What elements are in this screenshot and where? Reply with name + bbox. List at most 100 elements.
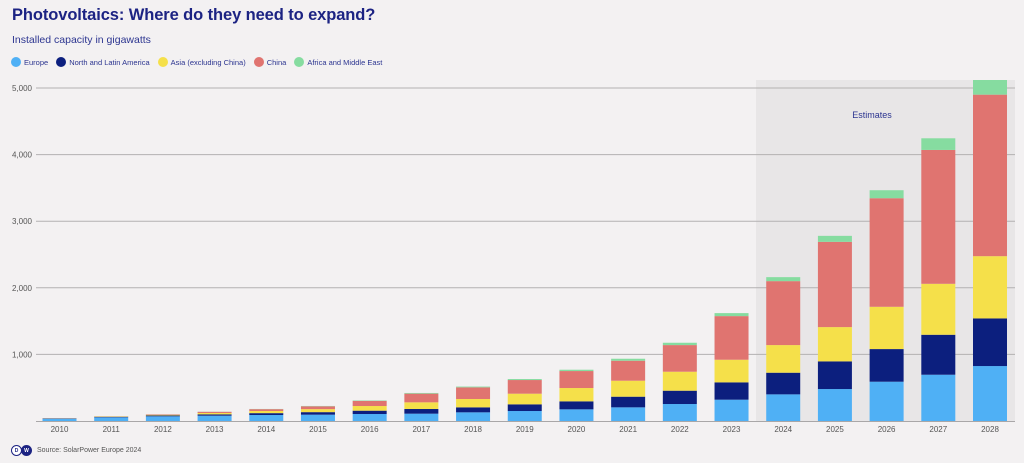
bar-segment-africa-and-middle-east-2026 xyxy=(869,190,904,199)
bar-segment-asia-excluding-china-2020 xyxy=(559,388,594,402)
bar-segment-europe-2026 xyxy=(869,381,904,421)
x-tick-label: 2010 xyxy=(51,425,69,434)
y-tick-label: 1,000 xyxy=(12,350,33,359)
x-tick-label: 2016 xyxy=(361,425,379,434)
bar-segment-asia-excluding-china-2021 xyxy=(611,380,646,397)
x-tick-label: 2023 xyxy=(723,425,741,434)
bar-stack-2022 xyxy=(662,342,697,421)
x-tick-label: 2021 xyxy=(619,425,637,434)
chart-subtitle: Installed capacity in gigawatts xyxy=(12,34,151,46)
x-tick-label: 2018 xyxy=(464,425,482,434)
bar-segment-africa-and-middle-east-2017 xyxy=(404,392,439,394)
x-tick-label: 2019 xyxy=(516,425,534,434)
bar-segment-china-2018 xyxy=(456,387,491,400)
bar-stack-2025 xyxy=(817,235,852,421)
bar-segment-china-2025 xyxy=(817,241,852,328)
bar-stack-2027 xyxy=(921,138,956,421)
bar-stack-2021 xyxy=(611,358,646,421)
bar-segment-asia-excluding-china-2019 xyxy=(507,393,542,405)
legend-swatch-china xyxy=(253,57,264,67)
chart-title: Photovoltaics: Where do they need to exp… xyxy=(12,6,376,24)
x-tick-label: 2020 xyxy=(568,425,586,434)
bar-stack-2011 xyxy=(94,416,129,421)
x-tick-label: 2025 xyxy=(826,425,844,434)
y-tick-label: 2,000 xyxy=(12,284,33,293)
y-tick-label: 3,000 xyxy=(12,217,33,226)
bar-stack-2024 xyxy=(766,277,801,421)
bar-segment-asia-excluding-china-2026 xyxy=(869,306,904,350)
legend-label-africa-middle-east: Africa and Middle East xyxy=(307,57,383,67)
bar-segment-north-and-latin-america-2016 xyxy=(352,410,387,415)
bar-segment-europe-2017 xyxy=(404,413,439,421)
bar-segment-china-2020 xyxy=(559,371,594,389)
x-tick-label: 2017 xyxy=(412,425,430,434)
bar-stack-2010 xyxy=(42,418,77,421)
legend-swatch-europe xyxy=(11,57,21,67)
bar-segment-asia-excluding-china-2016 xyxy=(352,406,387,411)
legend-label-north-latin-america: North and Latin America xyxy=(69,57,150,67)
bar-segment-china-2023 xyxy=(714,316,749,360)
bar-segment-asia-excluding-china-2024 xyxy=(766,345,801,373)
bar-segment-europe-2023 xyxy=(714,399,749,421)
x-tick-label: 2028 xyxy=(981,425,999,434)
bar-stack-2028 xyxy=(973,80,1007,421)
bars xyxy=(42,80,1007,421)
bar-segment-asia-excluding-china-2022 xyxy=(662,371,697,391)
bar-segment-africa-and-middle-east-2019 xyxy=(507,379,542,381)
bar-segment-north-and-latin-america-2026 xyxy=(869,349,904,382)
bar-segment-north-and-latin-america-2028 xyxy=(973,318,1007,367)
bar-segment-asia-excluding-china-2018 xyxy=(456,399,491,408)
bar-segment-europe-2011 xyxy=(94,417,129,421)
bar-segment-asia-excluding-china-2014 xyxy=(249,411,284,414)
bar-segment-africa-and-middle-east-2025 xyxy=(817,235,852,242)
bar-segment-china-2015 xyxy=(300,406,335,410)
bar-stack-2013 xyxy=(197,411,232,421)
bar-segment-asia-excluding-china-2023 xyxy=(714,359,749,383)
bar-segment-china-2026 xyxy=(869,198,904,307)
y-tick-label: 5,000 xyxy=(12,84,33,93)
legend-item-north-latin-america: North and Latin America xyxy=(56,57,150,67)
legend-item-europe: Europe xyxy=(11,57,48,67)
bar-segment-europe-2012 xyxy=(145,416,180,421)
bar-segment-china-2014 xyxy=(249,409,284,412)
estimates-label: Estimates xyxy=(852,110,892,120)
bar-stack-2016 xyxy=(352,400,387,421)
y-axis-ticks: 1,000 2,000 3,000 4,000 5,000 xyxy=(12,84,33,359)
bar-stack-2023 xyxy=(714,313,749,421)
bar-segment-africa-and-middle-east-2027 xyxy=(921,138,956,150)
bar-segment-europe-2014 xyxy=(249,415,284,421)
bar-segment-asia-excluding-china-2025 xyxy=(817,327,852,362)
bar-segment-asia-excluding-china-2015 xyxy=(300,409,335,413)
bar-segment-north-and-latin-america-2013 xyxy=(197,414,232,416)
bar-segment-europe-2028 xyxy=(973,366,1007,421)
bar-segment-africa-and-middle-east-2023 xyxy=(714,313,749,317)
bar-stack-2012 xyxy=(145,414,180,421)
legend-swatch-africa-middle-east xyxy=(294,57,305,67)
bar-segment-china-2017 xyxy=(404,393,439,403)
bar-segment-north-and-latin-america-2022 xyxy=(662,390,697,405)
x-tick-label: 2011 xyxy=(103,425,121,434)
bar-segment-europe-2010 xyxy=(42,418,77,421)
bar-segment-asia-excluding-china-2013 xyxy=(197,413,232,415)
legend-item-africa-middle-east: Africa and Middle East xyxy=(294,57,382,67)
bar-segment-china-2028 xyxy=(973,94,1007,257)
bar-segment-north-and-latin-america-2015 xyxy=(300,412,335,415)
legend-label-asia: Asia (excluding China) xyxy=(170,57,246,67)
dw-logo-w: W xyxy=(21,445,32,456)
bar-segment-north-and-latin-america-2021 xyxy=(611,396,646,408)
legend-label-europe: Europe xyxy=(24,57,49,67)
legend-swatch-north-latin-america xyxy=(56,57,67,67)
bar-stack-2018 xyxy=(456,386,491,421)
bar-segment-north-and-latin-america-2012 xyxy=(145,415,180,417)
bar-segment-china-2019 xyxy=(507,380,542,394)
x-tick-label: 2022 xyxy=(671,425,689,434)
x-tick-label: 2013 xyxy=(206,425,224,434)
footer: D W Source: SolarPower Europe 2024 xyxy=(11,445,141,456)
x-tick-label: 2014 xyxy=(257,425,275,434)
bar-segment-china-2024 xyxy=(766,281,801,346)
legend: Europe North and Latin America Asia (exc… xyxy=(11,57,390,67)
bar-stack-2014 xyxy=(249,408,284,421)
bar-segment-north-and-latin-america-2025 xyxy=(817,361,852,390)
bar-segment-europe-2025 xyxy=(817,389,852,421)
x-tick-label: 2026 xyxy=(878,425,896,434)
